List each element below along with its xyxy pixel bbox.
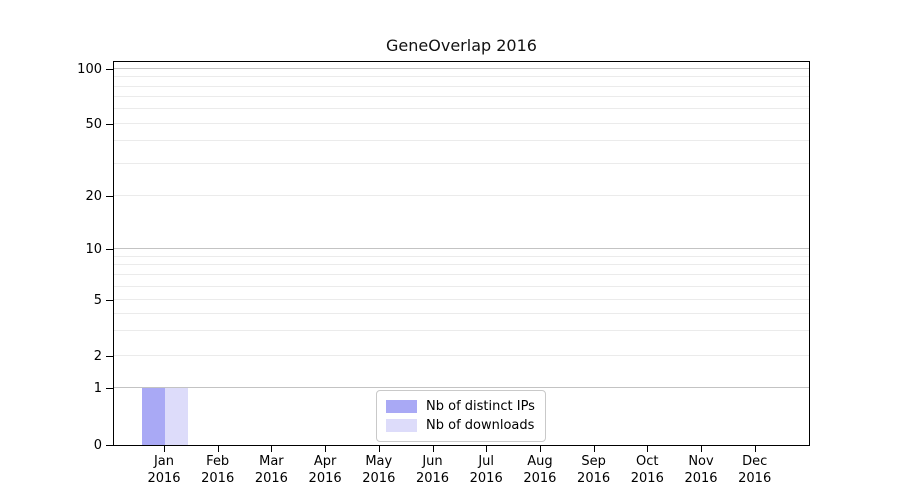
x-tick-month: Mar <box>259 454 284 469</box>
y-gridline-minor <box>114 140 809 142</box>
x-tick-year: 2016 <box>523 471 557 486</box>
x-tick-year: 2016 <box>308 471 342 486</box>
plot-area: Nb of distinct IPs Nb of downloads <box>113 61 810 446</box>
y-gridline-minor <box>114 96 809 98</box>
x-tick-month: Feb <box>206 454 230 469</box>
x-tick <box>539 446 541 452</box>
legend: Nb of distinct IPs Nb of downloads <box>376 390 546 442</box>
x-tick-year: 2016 <box>738 471 772 486</box>
legend-item-label: Nb of distinct IPs <box>426 399 535 414</box>
x-tick-month: Jul <box>478 454 495 469</box>
legend-item: Nb of downloads <box>386 418 536 433</box>
y-gridline-minor <box>114 255 809 257</box>
x-tick-year: 2016 <box>684 471 718 486</box>
x-tick-month: Sep <box>581 454 606 469</box>
x-tick-label: Aug 2016 <box>510 453 570 487</box>
x-tick <box>486 446 488 452</box>
y-gridline-minor <box>114 194 809 196</box>
x-tick-year: 2016 <box>362 471 396 486</box>
x-tick-year: 2016 <box>201 471 235 486</box>
x-tick-label: Oct 2016 <box>617 453 677 487</box>
x-tick-month: Jan <box>153 454 175 469</box>
y-gridline-major <box>114 387 809 389</box>
x-tick-year: 2016 <box>630 471 664 486</box>
x-tick-year: 2016 <box>577 471 611 486</box>
y-gridline-minor <box>114 355 809 357</box>
y-tick <box>106 68 113 70</box>
x-tick <box>432 446 434 452</box>
y-gridline-minor <box>114 122 809 124</box>
y-gridline-minor <box>114 274 809 276</box>
x-tick-label: Sep 2016 <box>564 453 624 487</box>
y-tick-label: 100 <box>77 61 102 77</box>
bar <box>165 388 188 445</box>
legend-item: Nb of distinct IPs <box>386 399 536 414</box>
x-tick-label: Jul 2016 <box>456 453 516 487</box>
y-tick <box>106 356 113 358</box>
x-tick-label: Jan 2016 <box>134 453 194 487</box>
y-gridline-minor <box>114 264 809 266</box>
x-tick <box>701 446 702 452</box>
x-tick-month: Oct <box>636 454 659 469</box>
y-tick-label: 5 <box>93 292 102 308</box>
x-tick-label: Nov 2016 <box>671 453 731 487</box>
x-tick-year: 2016 <box>415 471 450 486</box>
y-tick-label: 0 <box>93 438 102 453</box>
y-gridline-major <box>114 248 809 250</box>
y-tick-label: 2 <box>93 349 102 365</box>
y-tick <box>106 195 113 197</box>
x-tick-month: Jun <box>422 454 443 469</box>
y-tick <box>106 123 113 125</box>
y-gridline-minor <box>114 330 809 332</box>
x-tick <box>164 446 165 452</box>
x-tick-year: 2016 <box>254 471 288 486</box>
x-tick-label: Dec 2016 <box>725 453 785 487</box>
legend-swatch-icon <box>386 419 417 432</box>
x-tick-month: Apr <box>313 454 337 469</box>
x-tick <box>754 446 756 452</box>
y-tick <box>106 249 113 251</box>
bar <box>142 388 165 445</box>
y-gridline-minor <box>114 108 809 110</box>
x-tick-year: 2016 <box>469 471 503 486</box>
x-tick <box>378 446 380 452</box>
y-tick-label: 10 <box>85 242 102 258</box>
x-tick-label: Jun 2016 <box>403 453 463 487</box>
y-gridline-minor <box>114 76 809 78</box>
x-tick <box>593 446 595 452</box>
legend-item-label: Nb of downloads <box>426 418 535 433</box>
y-tick <box>106 299 113 301</box>
x-tick-year: 2016 <box>147 471 181 486</box>
chart-title: GeneOverlap 2016 <box>386 36 537 55</box>
x-tick-label: May 2016 <box>349 453 409 487</box>
legend-swatch-icon <box>386 400 417 413</box>
x-tick-label: Feb 2016 <box>188 453 248 487</box>
y-tick-label: 20 <box>85 188 102 204</box>
x-tick <box>217 446 219 452</box>
y-gridline-minor <box>114 163 809 165</box>
y-gridline-minor <box>114 285 809 287</box>
y-tick <box>106 445 113 446</box>
y-gridline-minor <box>114 312 809 314</box>
x-tick-month: Dec <box>742 454 768 469</box>
y-tick <box>106 388 113 390</box>
x-tick <box>647 446 649 452</box>
y-gridline-major <box>114 67 809 69</box>
x-tick <box>271 446 273 452</box>
y-gridline-minor <box>114 298 809 300</box>
y-tick-label: 1 <box>93 381 102 397</box>
x-tick-label: Mar 2016 <box>241 453 301 487</box>
x-tick-month: Aug <box>527 454 553 469</box>
x-tick-month: Nov <box>688 454 714 469</box>
x-tick <box>325 446 327 452</box>
x-tick-month: May <box>365 454 393 469</box>
y-gridline-minor <box>114 85 809 87</box>
x-tick-label: Apr 2016 <box>295 453 355 487</box>
y-tick-label: 50 <box>85 116 102 132</box>
